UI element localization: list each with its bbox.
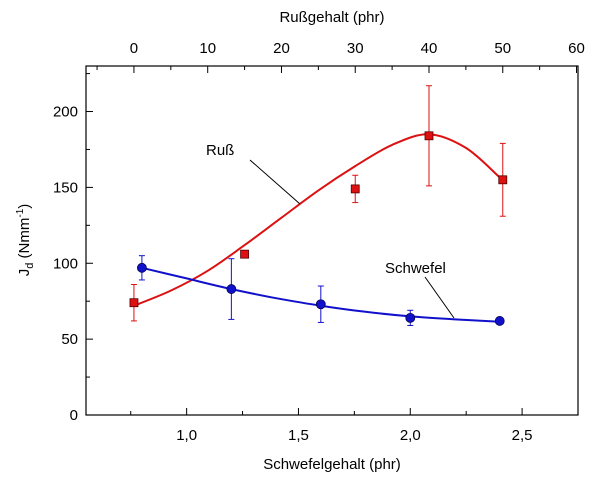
- data-point-schwefel: [137, 262, 147, 273]
- bottom-tick-label: 1,0: [176, 427, 197, 444]
- top-axis: 0 10 20 30 40 50 60: [96, 40, 585, 73]
- data-point-russ: [129, 298, 139, 308]
- bottom-tick-label: 1,5: [288, 427, 309, 444]
- top-tick-label: 60: [568, 40, 585, 57]
- y-tick-label: 200: [53, 104, 78, 121]
- y-tick-label: 0: [70, 407, 78, 424]
- series-layer: [129, 85, 508, 326]
- series-line-russ: [133, 133, 500, 307]
- data-point-schwefel: [494, 316, 505, 326]
- top-tick-label: 30: [347, 40, 364, 57]
- data-point-russ: [498, 175, 508, 185]
- y-axis-title-unit-close: ): [16, 204, 33, 209]
- bottom-tick-label: 2,5: [512, 427, 533, 444]
- data-point-schwefel: [226, 284, 237, 294]
- y-tick-label: 100: [53, 255, 78, 272]
- y-axis-title-unit: (Nmm: [16, 218, 33, 263]
- bottom-tick-label: 2,0: [400, 427, 421, 444]
- top-tick-label: 20: [273, 40, 290, 57]
- plot-frame: [85, 65, 579, 416]
- label-leader-russ: [249, 159, 301, 205]
- y-axis-title-sup: -1: [15, 208, 26, 217]
- data-point-russ: [350, 184, 360, 194]
- top-axis-title: Rußgehalt (phr): [279, 9, 384, 26]
- y-tick-label: 50: [61, 331, 78, 348]
- y-axis-title: Jd (Nmm-1): [15, 204, 36, 277]
- series-label-schwefel: Schwefel: [385, 260, 446, 277]
- series-label-russ: Ruß: [206, 142, 234, 159]
- data-point-russ: [424, 131, 434, 141]
- y-axis-title-sub: d: [24, 263, 36, 269]
- y-axis: 0 50 100 150 200: [53, 73, 93, 424]
- data-point-russ: [240, 249, 249, 259]
- bottom-axis: 1,0 1,5 2,0 2,5: [130, 408, 579, 444]
- top-tick-label: 50: [494, 40, 511, 57]
- data-point-schwefel: [315, 299, 326, 310]
- top-tick-label: 40: [421, 40, 438, 57]
- y-tick-label: 150: [53, 179, 78, 196]
- top-tick-label: 0: [130, 40, 138, 57]
- bottom-axis-title: Schwefelgehalt (phr): [263, 456, 401, 473]
- y-axis-title-main: J: [16, 269, 33, 277]
- label-leader-schwefel: [424, 276, 455, 319]
- data-point-schwefel: [405, 312, 416, 323]
- top-tick-label: 10: [199, 40, 216, 57]
